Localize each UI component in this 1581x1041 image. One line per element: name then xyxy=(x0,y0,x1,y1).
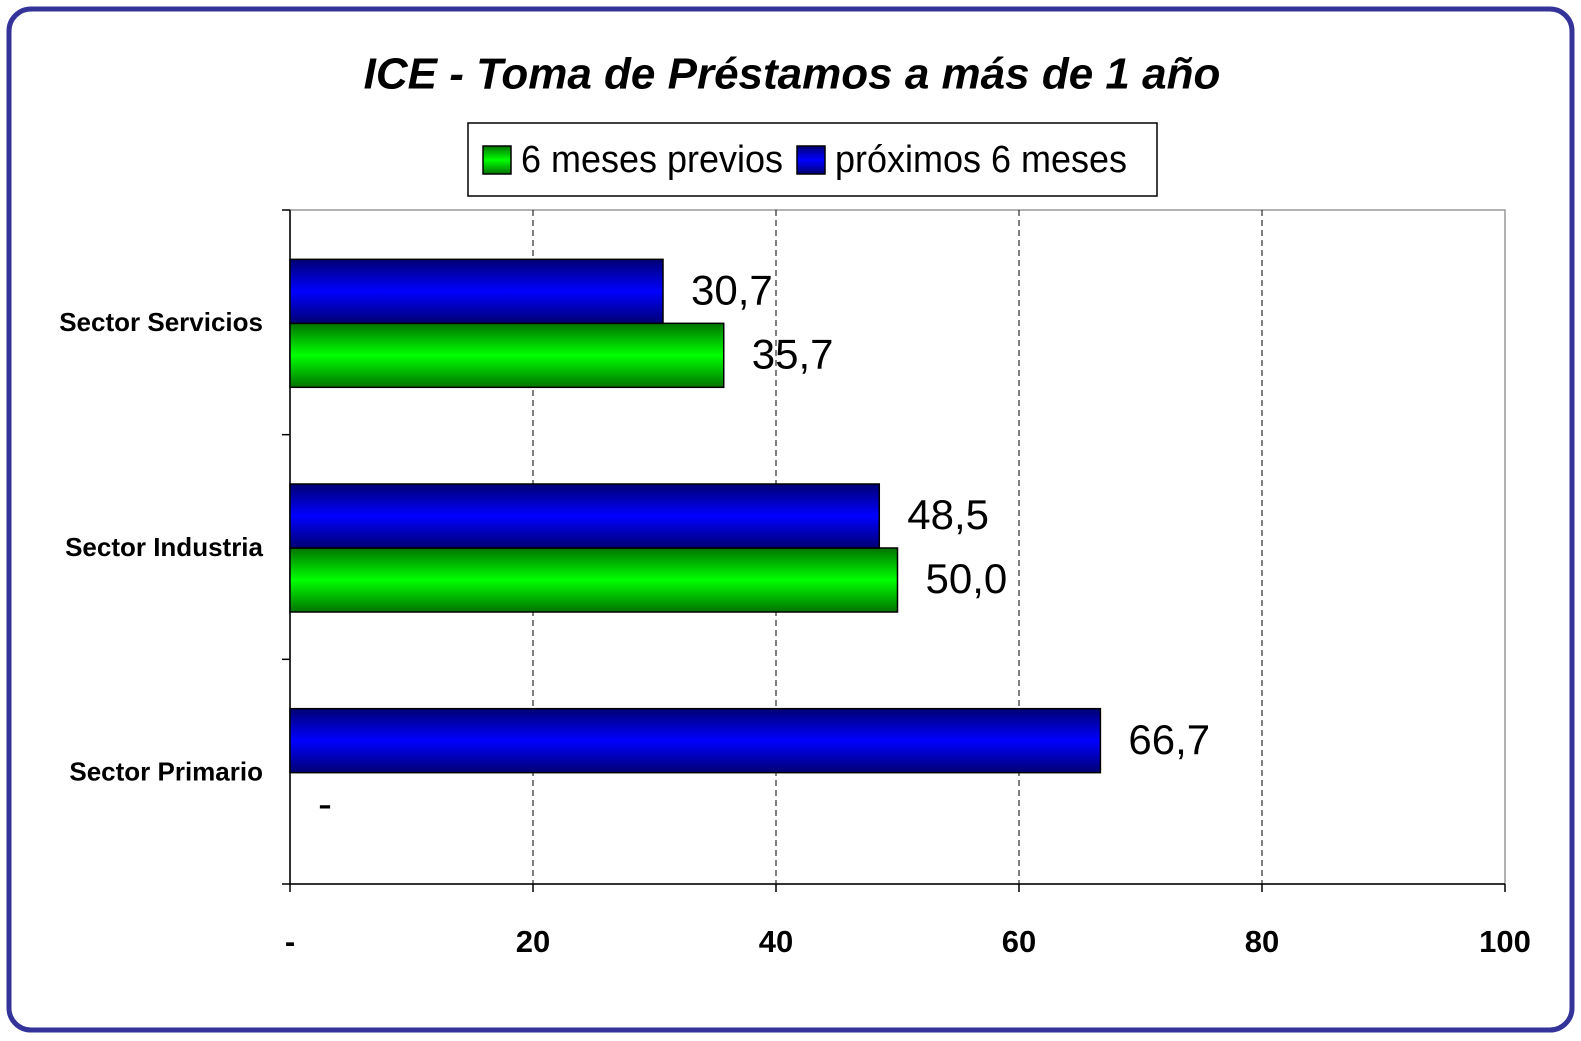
x-tick-label: 40 xyxy=(759,924,793,959)
chart-title: ICE - Toma de Préstamos a más de 1 año xyxy=(364,50,1221,99)
legend-label: próximos 6 meses xyxy=(835,139,1127,181)
value-label: 66,7 xyxy=(1128,716,1210,763)
value-label: 48,5 xyxy=(907,491,989,538)
value-label: - xyxy=(318,780,332,827)
value-label: 35,7 xyxy=(752,330,834,377)
bar xyxy=(289,483,881,549)
bar xyxy=(289,547,899,613)
legend-label: 6 meses previos xyxy=(521,139,783,181)
bar xyxy=(289,707,1102,774)
x-tick-label: 20 xyxy=(516,924,550,959)
legend-swatch xyxy=(796,145,826,175)
legend-swatch xyxy=(482,145,512,175)
x-tick-label: 80 xyxy=(1245,924,1279,959)
y-tick-label: Sector Servicios xyxy=(59,307,263,337)
x-tick-label: 60 xyxy=(1002,924,1036,959)
x-tick-label: - xyxy=(285,924,295,959)
value-label: 50,0 xyxy=(926,555,1008,602)
value-label: 30,7 xyxy=(691,266,773,313)
bar xyxy=(289,258,664,325)
bar xyxy=(289,322,725,389)
y-tick-label: Sector Primario xyxy=(69,757,263,787)
y-tick-label: Sector Industria xyxy=(65,532,263,562)
x-tick-label: 100 xyxy=(1479,924,1531,959)
